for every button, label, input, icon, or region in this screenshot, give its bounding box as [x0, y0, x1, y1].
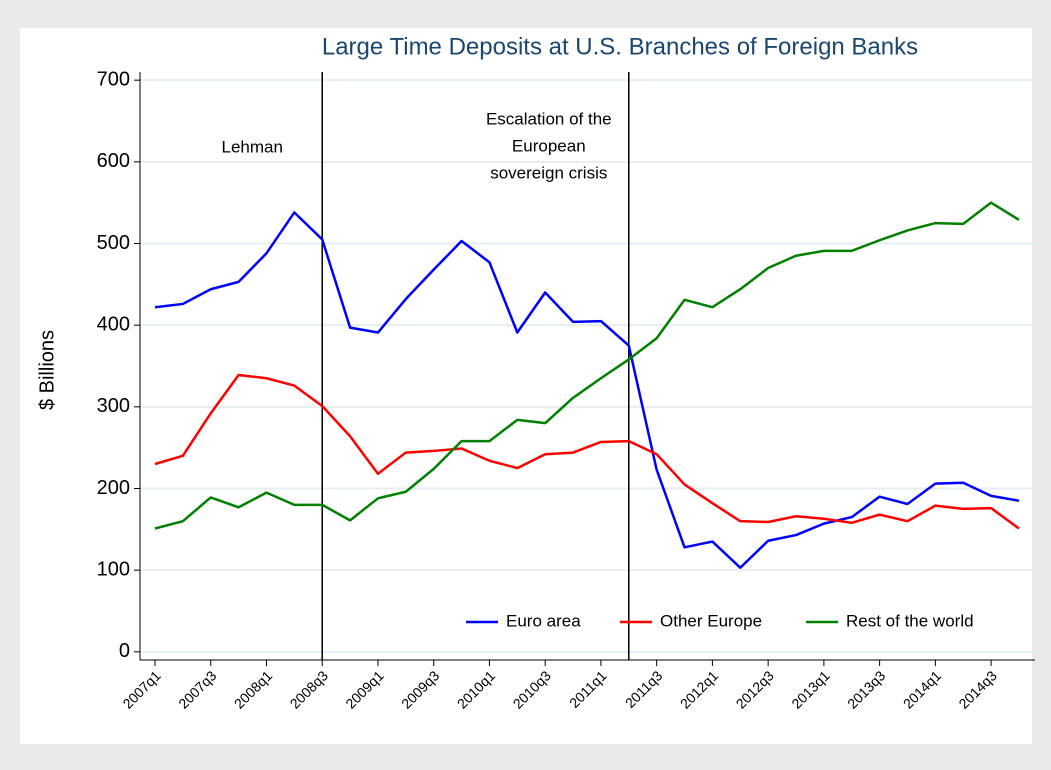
legend-label: Euro area — [506, 611, 581, 630]
chart-title: Large Time Deposits at U.S. Branches of … — [322, 33, 918, 60]
y-tick-label: 0 — [119, 640, 130, 662]
series-line — [154, 373, 1020, 530]
y-tick-label: 600 — [97, 150, 130, 172]
y-tick-label: 100 — [97, 558, 130, 580]
legend-label: Rest of the world — [846, 611, 974, 630]
annotation: sovereign crisis — [490, 163, 607, 182]
annotation: Lehman — [222, 137, 283, 156]
legend-label: Other Europe — [660, 611, 762, 630]
y-tick-label: 400 — [97, 313, 130, 335]
chart-background — [20, 28, 1032, 744]
series-line — [154, 201, 1020, 530]
y-tick-label: 700 — [97, 68, 130, 90]
y-tick-label: 200 — [97, 477, 130, 499]
series-line — [154, 211, 1020, 569]
y-tick-label: 500 — [97, 232, 130, 254]
y-tick-label: 300 — [97, 395, 130, 417]
annotation: European — [512, 136, 586, 155]
y-axis-label: $ Billions — [36, 330, 58, 410]
annotation: Escalation of the — [486, 109, 612, 128]
